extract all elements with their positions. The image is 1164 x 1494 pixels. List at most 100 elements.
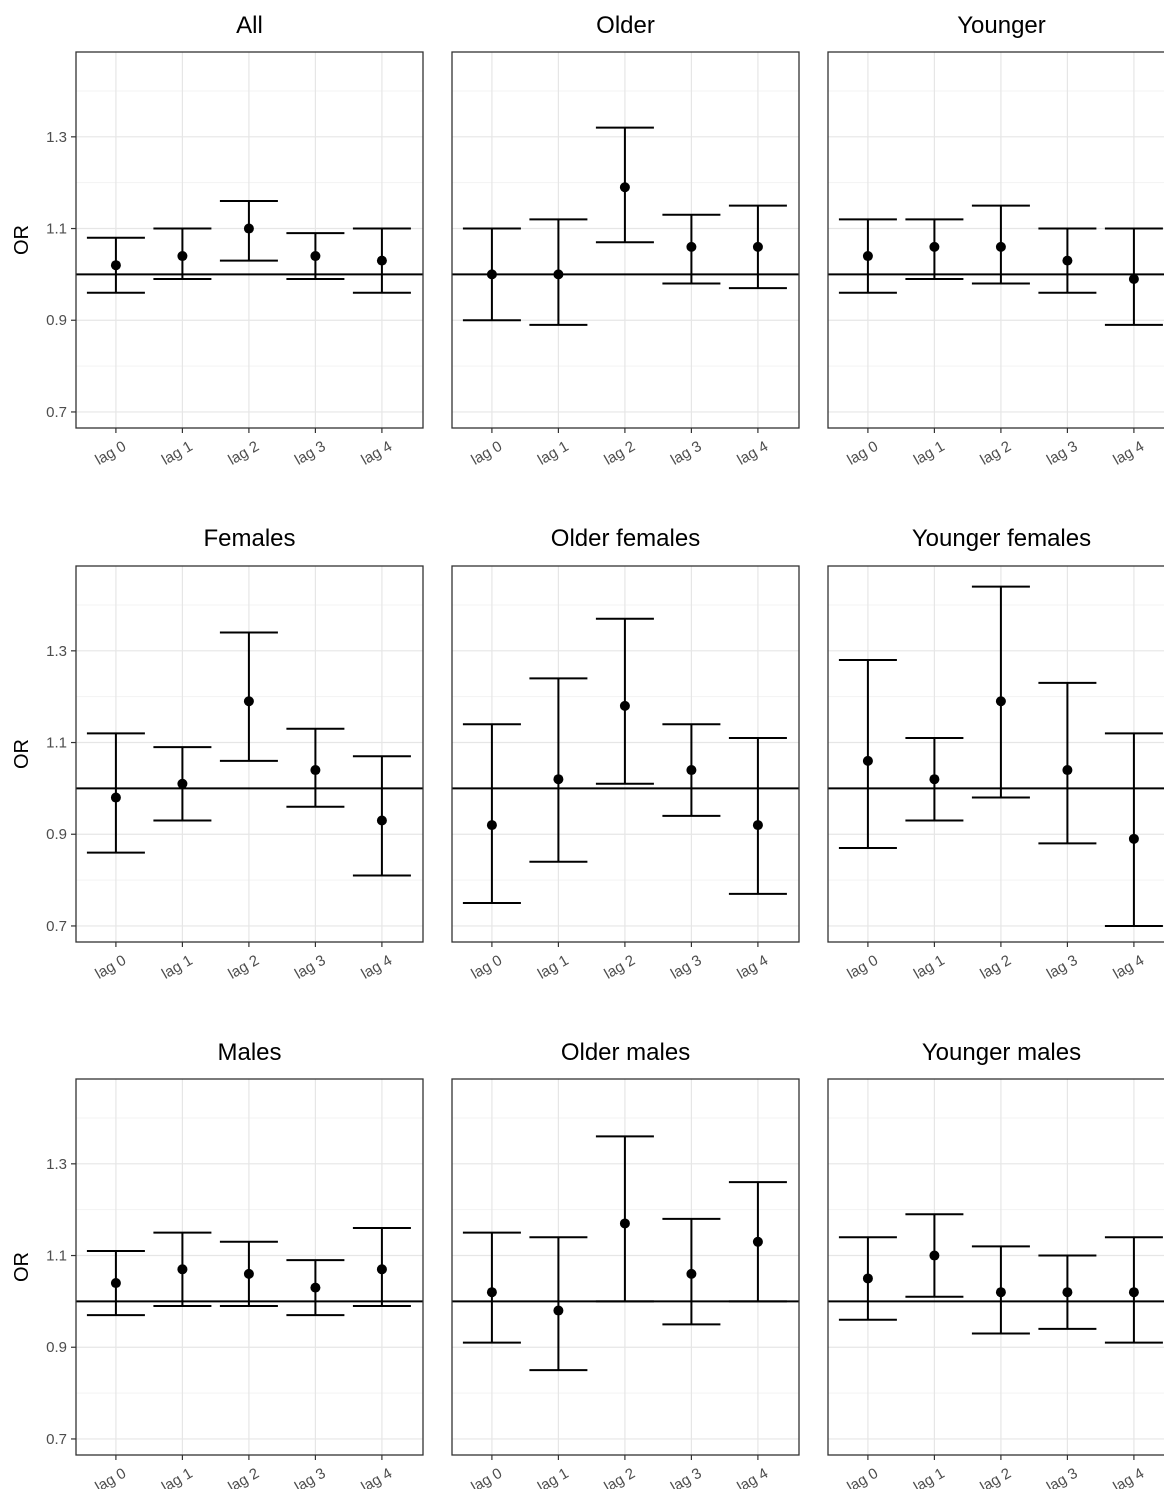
odds-ratio-point — [553, 774, 564, 785]
x-tick-label: lag 1 — [535, 952, 572, 983]
panel-background — [828, 1079, 1164, 1455]
odds-ratio-point — [486, 269, 497, 280]
odds-ratio-point — [110, 1278, 121, 1289]
y-tick-label: 1.3 — [46, 643, 67, 660]
facet-title: All — [236, 12, 263, 39]
odds-ratio-point — [619, 700, 630, 711]
panel-background — [828, 52, 1164, 428]
x-tick-label: lag 0 — [92, 952, 129, 983]
facet-panel: lag 0 lag 1 lag 2 lag 3 lag 4 Older males — [451, 1039, 800, 1494]
panel-background — [828, 566, 1164, 942]
y-tick-label: 0.9 — [46, 1339, 67, 1356]
facet-panel: lag 0 lag 1 lag 2 lag 3 lag 4 Younger females — [827, 525, 1164, 983]
x-tick-label: lag 2 — [601, 438, 638, 469]
x-tick-label: lag 4 — [358, 1465, 395, 1489]
error-bar — [971, 585, 1030, 799]
facet-title: Older females — [551, 525, 700, 552]
odds-ratio-point — [929, 1250, 940, 1261]
x-tick-label: lag 1 — [911, 952, 948, 983]
x-tick-label: lag 3 — [668, 1465, 705, 1489]
x-tick-label: lag 4 — [734, 952, 771, 983]
x-tick-label: lag 0 — [468, 1465, 505, 1489]
y-tick-label: 0.7 — [46, 918, 67, 935]
odds-ratio-point — [310, 1282, 321, 1293]
x-tick-label: lag 3 — [668, 438, 705, 469]
odds-ratio-point — [929, 774, 940, 785]
x-tick-label: lag 4 — [1110, 438, 1147, 469]
odds-ratio-point — [686, 1268, 697, 1279]
odds-ratio-point — [862, 755, 873, 766]
odds-ratio-point — [686, 765, 697, 776]
odds-ratio-point — [243, 1268, 254, 1279]
y-tick-label: 0.9 — [46, 312, 67, 329]
odds-ratio-point — [376, 255, 387, 266]
odds-ratio-point — [177, 1264, 188, 1275]
odds-ratio-point — [310, 765, 321, 776]
y-axis-title: OR — [11, 739, 33, 769]
odds-ratio-point — [1128, 833, 1139, 844]
y-tick-label: 0.7 — [46, 1431, 67, 1448]
error-bar — [728, 736, 787, 895]
odds-ratio-point — [1062, 255, 1073, 266]
x-tick-label: lag 2 — [225, 952, 262, 983]
odds-ratio-point — [995, 1287, 1006, 1298]
odds-ratio-point — [177, 251, 188, 262]
odds-ratio-point — [686, 241, 697, 252]
x-tick-label: lag 2 — [225, 1465, 262, 1489]
x-tick-label: lag 4 — [1110, 1465, 1147, 1489]
x-tick-label: lag 3 — [292, 1465, 329, 1489]
x-tick-label: lag 1 — [535, 438, 572, 469]
x-tick-label: lag 2 — [601, 952, 638, 983]
x-tick-label: lag 1 — [535, 1465, 572, 1489]
odds-ratio-point — [995, 241, 1006, 252]
x-tick-label: lag 3 — [1044, 952, 1081, 983]
odds-ratio-point — [752, 241, 763, 252]
odds-ratio-point — [243, 223, 254, 234]
odds-ratio-point — [1062, 1287, 1073, 1298]
x-tick-label: lag 2 — [225, 438, 262, 469]
facet-panel: lag 0 lag 1 lag 2 lag 3 lag 4 0.7 0.9 1.1 1.3 OR A… — [11, 12, 424, 469]
odds-ratio-point — [376, 815, 387, 826]
odds-ratio-point — [752, 820, 763, 831]
x-tick-label: lag 0 — [92, 1465, 129, 1489]
x-tick-label: lag 1 — [911, 1465, 948, 1489]
x-tick-label: lag 2 — [977, 1465, 1014, 1489]
odds-ratio-point — [376, 1264, 387, 1275]
x-tick-label: lag 1 — [159, 952, 196, 983]
facet-panel: lag 0 lag 1 lag 2 lag 3 lag 4 Younger males — [827, 1039, 1164, 1494]
x-tick-label: lag 4 — [358, 952, 395, 983]
x-tick-label: lag 4 — [734, 1465, 771, 1489]
x-tick-label: lag 4 — [734, 438, 771, 469]
odds-ratio-point — [619, 182, 630, 193]
y-tick-label: 1.3 — [46, 129, 67, 146]
odds-ratio-point — [110, 792, 121, 803]
x-tick-label: lag 1 — [159, 1465, 196, 1489]
facet-panel: lag 0 lag 1 lag 2 lag 3 lag 4 Younger — [827, 12, 1164, 469]
odds-ratio-point — [486, 820, 497, 831]
y-tick-label: 1.1 — [46, 1248, 67, 1265]
error-bar — [1104, 732, 1163, 927]
odds-ratio-point — [1128, 1287, 1139, 1298]
x-tick-label: lag 3 — [292, 952, 329, 983]
x-tick-label: lag 3 — [1044, 1465, 1081, 1489]
odds-ratio-point — [553, 269, 564, 280]
x-tick-label: lag 4 — [358, 438, 395, 469]
odds-ratio-point — [310, 251, 321, 262]
facet-title: Females — [203, 525, 295, 552]
odds-ratio-point — [862, 251, 873, 262]
x-tick-label: lag 2 — [601, 1465, 638, 1489]
odds-ratio-point — [995, 696, 1006, 707]
odds-ratio-point — [862, 1273, 873, 1284]
facet-panel: lag 0 lag 1 lag 2 lag 3 lag 4 0.7 0.9 1.1 1.3 OR F… — [11, 525, 424, 983]
facet-title: Younger females — [912, 525, 1091, 552]
x-tick-label: lag 0 — [844, 952, 881, 983]
x-tick-label: lag 1 — [159, 438, 196, 469]
x-tick-label: lag 3 — [1044, 438, 1081, 469]
y-tick-label: 1.1 — [46, 221, 67, 238]
facet-title: Younger males — [922, 1039, 1081, 1066]
x-tick-label: lag 4 — [1110, 952, 1147, 983]
y-axis-title: OR — [11, 1252, 33, 1282]
x-tick-label: lag 2 — [977, 952, 1014, 983]
